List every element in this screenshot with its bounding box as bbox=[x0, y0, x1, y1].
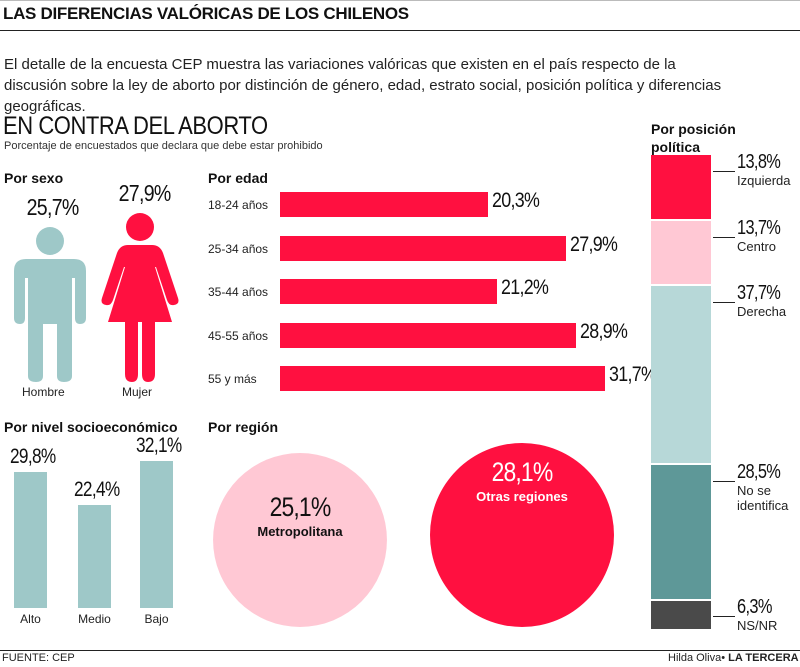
politica-value-label: 6,3% bbox=[737, 596, 772, 618]
region-bubble bbox=[213, 453, 387, 627]
politica-segment bbox=[651, 465, 711, 601]
sexo-label-mujer: Mujer bbox=[122, 385, 153, 399]
edad-category-label: 35-44 años bbox=[208, 285, 269, 299]
edad-bar bbox=[280, 279, 498, 304]
politica-value-label: 28,5% bbox=[737, 461, 781, 484]
edad-category-label: 55 y más bbox=[208, 372, 257, 386]
nse-value-label: 29,8% bbox=[10, 444, 56, 468]
politica-category-label: No se identifica bbox=[737, 483, 789, 514]
intro-text: El detalle de la encuesta CEP muestra la… bbox=[4, 56, 722, 115]
edad-category-label: 18-24 años bbox=[208, 198, 269, 212]
top-rule bbox=[0, 0, 800, 1]
politica-segment bbox=[651, 285, 711, 466]
footer-author: Hilda Oliva bbox=[668, 652, 722, 664]
region-category-label: Otras regiones bbox=[476, 489, 568, 504]
edad-value-label: 20,3% bbox=[492, 189, 540, 212]
edad-panel-title: Por edad bbox=[208, 170, 268, 186]
edad-value-label: 28,9% bbox=[580, 319, 628, 343]
edad-bar-chart: 18-24 años 20,3% 25-34 años 27,9% 35-44 años… bbox=[208, 189, 657, 402]
politica-segment bbox=[651, 601, 711, 631]
edad-value-label: 27,9% bbox=[569, 232, 618, 256]
sexo-value-mujer: 27,9% bbox=[118, 180, 172, 206]
edad-bar bbox=[280, 366, 605, 391]
header-title: LAS DIFERENCIAS VALÓRICAS DE LOS CHILENO… bbox=[3, 4, 409, 23]
region-category-label: Metropolitana bbox=[257, 524, 343, 539]
edad-bar bbox=[280, 235, 566, 261]
politica-category-label: Izquierda bbox=[737, 173, 791, 188]
politica-connector bbox=[713, 301, 735, 303]
politica-connector bbox=[713, 171, 735, 172]
section-title: EN CONTRA DEL ABORTO bbox=[3, 112, 268, 140]
nse-value-label: 32,1% bbox=[136, 433, 182, 457]
politica-panel-title: Por posición política bbox=[651, 121, 736, 155]
politica-value-label: 13,7% bbox=[737, 216, 781, 239]
sexo-panel-title: Por sexo bbox=[4, 170, 64, 186]
section-subtitle: Porcentaje de encuestados que declara qu… bbox=[4, 140, 323, 152]
region-value-label: 28,1% bbox=[492, 457, 553, 487]
politica-connector bbox=[713, 236, 735, 238]
woman-icon bbox=[101, 213, 179, 382]
footer-outlet: LA TERCERA bbox=[728, 652, 799, 664]
nse-bar bbox=[140, 460, 173, 608]
edad-bar bbox=[280, 192, 489, 217]
nse-category-label: Alto bbox=[20, 612, 41, 626]
politica-category-label: Derecha bbox=[737, 303, 787, 319]
sexo-label-hombre: Hombre bbox=[22, 385, 65, 399]
politica-category-label: Centro bbox=[737, 238, 777, 254]
header-rule bbox=[0, 30, 800, 31]
politica-segment bbox=[651, 220, 711, 286]
sexo-value-hombre: 25,7% bbox=[26, 194, 80, 220]
edad-value-label: 31,7% bbox=[608, 363, 657, 386]
edad-value-label: 21,2% bbox=[501, 276, 549, 299]
politica-connector bbox=[713, 481, 735, 483]
footer-separator: • bbox=[721, 652, 726, 664]
region-panel-title: Por región bbox=[208, 419, 279, 435]
edad-category-label: 45-55 años bbox=[208, 328, 269, 343]
nse-category-label: Medio bbox=[78, 612, 111, 626]
politica-value-label: 37,7% bbox=[737, 281, 781, 304]
man-icon bbox=[14, 227, 86, 382]
footer-credit: Hilda Oliva• LA TERCERA bbox=[668, 652, 799, 664]
nse-bar bbox=[14, 471, 47, 608]
region-value-label: 25,1% bbox=[270, 492, 331, 522]
nse-panel-title: Por nivel socioeconómico bbox=[4, 419, 178, 435]
footer-rule bbox=[0, 650, 800, 651]
nse-value-label: 22,4% bbox=[74, 478, 120, 502]
edad-category-label: 25-34 años bbox=[208, 241, 269, 256]
nse-bar-chart: 29,8% Alto 22,4% Medio 32,1% Bajo bbox=[0, 434, 200, 635]
politica-value-label: 13,8% bbox=[737, 151, 781, 173]
edad-bar bbox=[280, 322, 577, 348]
region-bubble bbox=[430, 443, 614, 627]
region-bubble-chart: 25,1% Metropolitana 28,1% Otras regiones bbox=[213, 443, 614, 627]
politica-category-label: NS/NR bbox=[737, 618, 778, 633]
politica-connector bbox=[713, 616, 735, 617]
politica-stacked-bar: 13,8% Izquierda 13,7% Centro 37,7% Derecha 28,… bbox=[640, 151, 800, 635]
politica-segment bbox=[651, 155, 711, 221]
footer-source: FUENTE: CEP bbox=[2, 652, 75, 664]
nse-category-label: Bajo bbox=[144, 612, 169, 626]
nse-bar bbox=[78, 505, 111, 608]
